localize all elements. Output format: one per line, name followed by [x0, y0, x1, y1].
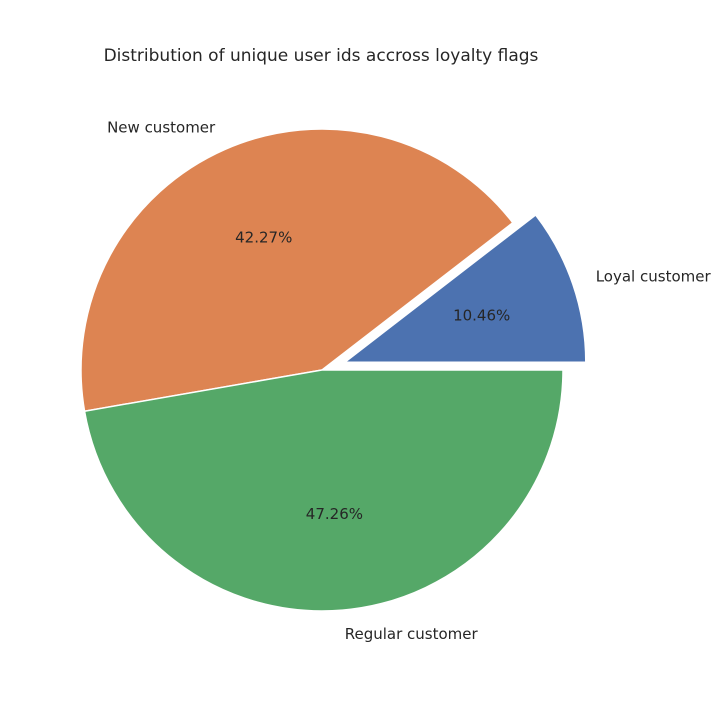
pie-slices — [80, 128, 587, 612]
slice-label-new-customer: New customer — [107, 118, 216, 136]
pie-slice-new-customer — [80, 128, 514, 413]
pct-label-regular-customer: 47.26% — [306, 505, 363, 523]
pie-labels: 10.46% Loyal customer 42.27% New customer 47… — [107, 118, 711, 643]
slice-label-regular-customer: Regular customer — [345, 625, 479, 643]
pie-slice-regular-customer — [83, 369, 564, 612]
chart-title: Distribution of unique user ids accross … — [104, 46, 539, 66]
pie-slice-loyal-customer — [342, 213, 587, 363]
slice-label-loyal-customer: Loyal customer — [596, 268, 712, 286]
pct-label-new-customer: 42.27% — [235, 229, 292, 247]
pct-label-loyal-customer: 10.46% — [453, 307, 510, 325]
